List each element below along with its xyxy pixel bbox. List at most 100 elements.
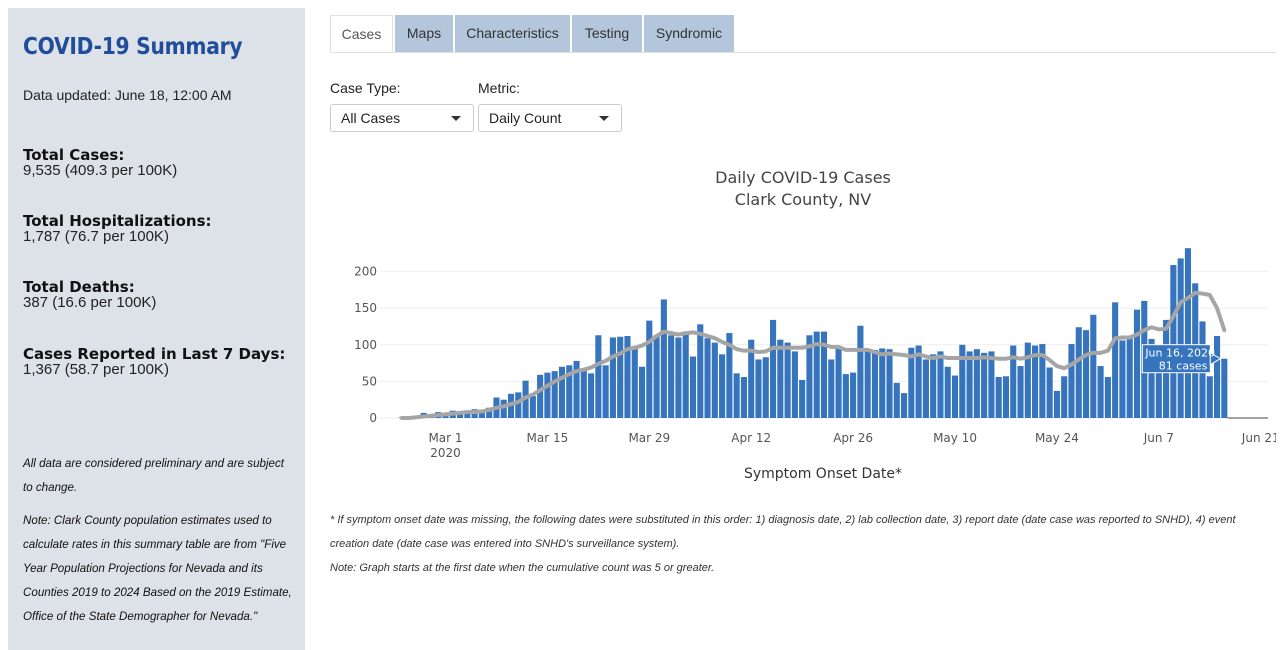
bar bbox=[973, 349, 980, 418]
bar bbox=[871, 349, 878, 418]
bar bbox=[646, 320, 653, 418]
bar bbox=[937, 351, 944, 418]
x-axis-label: Symptom Onset Date* bbox=[744, 466, 902, 482]
bar bbox=[682, 333, 689, 418]
bar bbox=[1068, 344, 1075, 418]
bar bbox=[944, 366, 951, 418]
x-tick-label: Mar 1 bbox=[428, 431, 462, 445]
tab-maps[interactable]: Maps bbox=[395, 15, 453, 52]
y-tick-label: 100 bbox=[354, 338, 377, 352]
bar bbox=[908, 347, 915, 418]
population-note: Note: Clark County population estimates … bbox=[23, 514, 292, 623]
x-tick-label: Mar 29 bbox=[628, 431, 670, 445]
x-tick-label: Mar 15 bbox=[527, 431, 569, 445]
bar bbox=[799, 379, 806, 418]
stat-value: 9,535 (409.3 per 100K) bbox=[23, 162, 178, 179]
bar bbox=[515, 392, 522, 418]
bar bbox=[1148, 338, 1155, 418]
bar bbox=[1221, 358, 1228, 418]
bar bbox=[893, 382, 900, 418]
bar bbox=[784, 342, 791, 418]
chart-title-line-2: Clark County, NV bbox=[735, 190, 871, 209]
bar bbox=[609, 337, 616, 418]
bar bbox=[951, 375, 959, 418]
sidebar-notes: All data are considered preliminary and … bbox=[23, 452, 295, 629]
bar bbox=[733, 373, 740, 418]
bar bbox=[1002, 376, 1010, 418]
bar bbox=[1010, 345, 1017, 418]
bar bbox=[864, 349, 871, 418]
bar bbox=[842, 374, 849, 418]
bar bbox=[1024, 342, 1031, 418]
bar bbox=[1177, 258, 1184, 418]
bar bbox=[1126, 338, 1133, 418]
y-tick-label: 200 bbox=[354, 265, 377, 279]
bar bbox=[806, 335, 813, 418]
bar bbox=[857, 325, 864, 418]
bar bbox=[791, 351, 798, 418]
bar bbox=[1061, 376, 1068, 418]
tab-cases[interactable]: Cases bbox=[330, 15, 393, 52]
x-tick-label: Jun 7 bbox=[1143, 431, 1174, 445]
case-type-label: Case Type: bbox=[330, 80, 401, 96]
bar bbox=[1133, 309, 1141, 418]
chevron-down-icon bbox=[599, 116, 609, 121]
stat-value: 387 (16.6 per 100K) bbox=[23, 294, 157, 311]
bar bbox=[660, 299, 667, 418]
daily-cases-chart[interactable]: Daily COVID-19 Cases Clark County, NV 0 5… bbox=[330, 160, 1276, 490]
tab-characteristics[interactable]: Characteristics bbox=[455, 15, 570, 52]
preliminary-note: All data are considered preliminary and … bbox=[23, 457, 285, 494]
bar bbox=[529, 396, 536, 418]
x-tick-label: Jun 21 bbox=[1241, 431, 1276, 445]
bar bbox=[638, 366, 646, 418]
bar bbox=[704, 338, 711, 418]
bar bbox=[566, 365, 573, 418]
tooltip-value: 81 cases bbox=[1159, 360, 1208, 373]
y-tick-label: 150 bbox=[354, 301, 377, 315]
x-tick-label: Apr 12 bbox=[731, 431, 771, 445]
case-type-select[interactable]: All Cases bbox=[330, 104, 474, 132]
bar bbox=[740, 377, 747, 418]
symptom-onset-footnote: * If symptom onset date was missing, the… bbox=[330, 514, 1236, 550]
metric-select[interactable]: Daily Count bbox=[478, 104, 622, 132]
metric-label: Metric: bbox=[478, 80, 520, 96]
bar bbox=[828, 359, 835, 418]
bar bbox=[915, 345, 922, 418]
bar bbox=[748, 339, 755, 418]
bar bbox=[500, 399, 507, 418]
bar bbox=[1090, 314, 1097, 418]
stat-cases-last-7-days: Cases Reported in Last 7 Days: 1,367 (58… bbox=[23, 346, 285, 378]
bar bbox=[1082, 330, 1090, 418]
bar bbox=[602, 365, 609, 418]
stat-total-cases: Total Cases: 9,535 (409.3 per 100K) bbox=[23, 147, 177, 179]
bar bbox=[835, 346, 842, 418]
bar bbox=[1155, 347, 1162, 418]
chevron-down-icon bbox=[451, 116, 461, 121]
bar bbox=[580, 370, 587, 418]
bar bbox=[1046, 367, 1053, 418]
hover-tooltip: Jun 16, 2020 81 cases bbox=[1141, 344, 1222, 374]
bar bbox=[595, 335, 602, 418]
y-tick-label: 0 bbox=[369, 411, 377, 425]
bar bbox=[1075, 327, 1082, 418]
bar bbox=[675, 337, 682, 418]
bar bbox=[573, 360, 580, 418]
chart-footnotes: * If symptom onset date was missing, the… bbox=[330, 508, 1260, 580]
data-updated-text: Data updated: June 18, 12:00 AM bbox=[23, 87, 232, 103]
stat-total-hospitalizations: Total Hospitalizations: 1,787 (76.7 per … bbox=[23, 213, 212, 245]
bar bbox=[617, 336, 624, 418]
tab-testing[interactable]: Testing bbox=[572, 15, 642, 52]
stat-total-deaths: Total Deaths: 387 (16.6 per 100K) bbox=[23, 279, 156, 311]
bar bbox=[1119, 340, 1126, 418]
bar bbox=[1184, 248, 1191, 418]
bar bbox=[719, 354, 726, 418]
y-tick-label: 50 bbox=[362, 374, 377, 388]
x-tick-year-label: 2020 bbox=[430, 446, 461, 460]
bar bbox=[1112, 302, 1119, 418]
x-tick-label: May 10 bbox=[933, 431, 977, 445]
bar bbox=[551, 371, 558, 418]
stat-label: Total Cases: bbox=[23, 146, 125, 164]
tab-syndromic[interactable]: Syndromic bbox=[644, 15, 734, 52]
bar bbox=[850, 372, 857, 418]
moving-average-line bbox=[399, 290, 1227, 420]
